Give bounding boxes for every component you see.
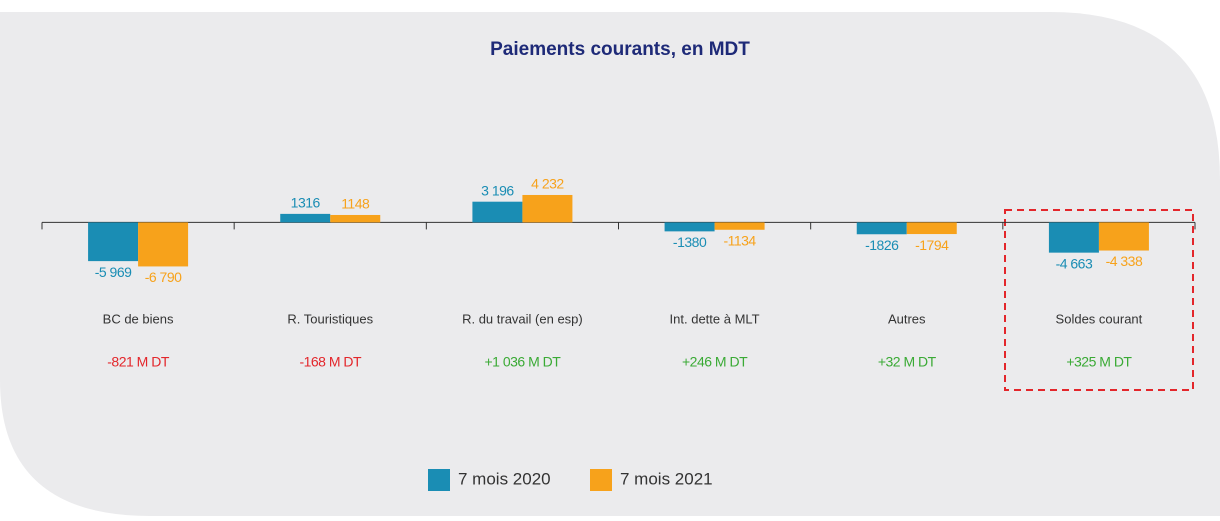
bar [330,214,381,223]
value-label: -6 790 [145,269,182,285]
value-label: 1316 [291,195,321,211]
bar [280,213,331,223]
bar [88,222,139,262]
legend-swatch [428,469,450,491]
bar [138,222,189,267]
value-label: -5 969 [95,264,132,280]
x-tick-label: Autres [888,311,926,326]
x-tick-label: BC de biens [103,311,174,326]
x-tick-label: R. du travail (en esp) [462,311,583,326]
annotation: +32 M DT [878,354,937,370]
x-tick-label: Int. dette à MLT [670,311,760,326]
value-label: 1148 [341,196,370,212]
annotation: +325 M DT [1066,354,1132,370]
legend-label: 7 mois 2021 [620,469,713,488]
annotation: +246 M DT [682,354,748,370]
bar [1048,222,1099,253]
bar [1098,222,1149,251]
value-label: -4 663 [1056,255,1093,271]
value-label: -1134 [723,232,756,248]
value-label: -1826 [865,237,899,253]
value-label: -4 338 [1106,253,1143,269]
legend-label: 7 mois 2020 [458,469,551,488]
bar [472,201,523,223]
chart-title: Paiements courants, en MDT [490,39,750,60]
background-panel [0,12,1220,516]
value-label: -1380 [673,234,707,250]
legend-swatch [590,469,612,491]
annotation: +1 036 M DT [485,354,562,370]
x-tick-label: R. Touristiques [287,311,373,326]
bar [714,222,765,230]
bar [906,222,957,235]
annotation: -168 M DT [299,354,362,370]
highlight-box [1004,209,1194,391]
x-tick-label: Soldes courant [1056,311,1143,326]
bar [856,222,907,235]
bar [664,222,715,232]
value-label: 4 232 [531,176,564,192]
value-label: -1794 [915,237,949,253]
annotation: -821 M DT [107,354,170,370]
value-label: 3 196 [481,182,514,198]
bar [522,194,573,223]
